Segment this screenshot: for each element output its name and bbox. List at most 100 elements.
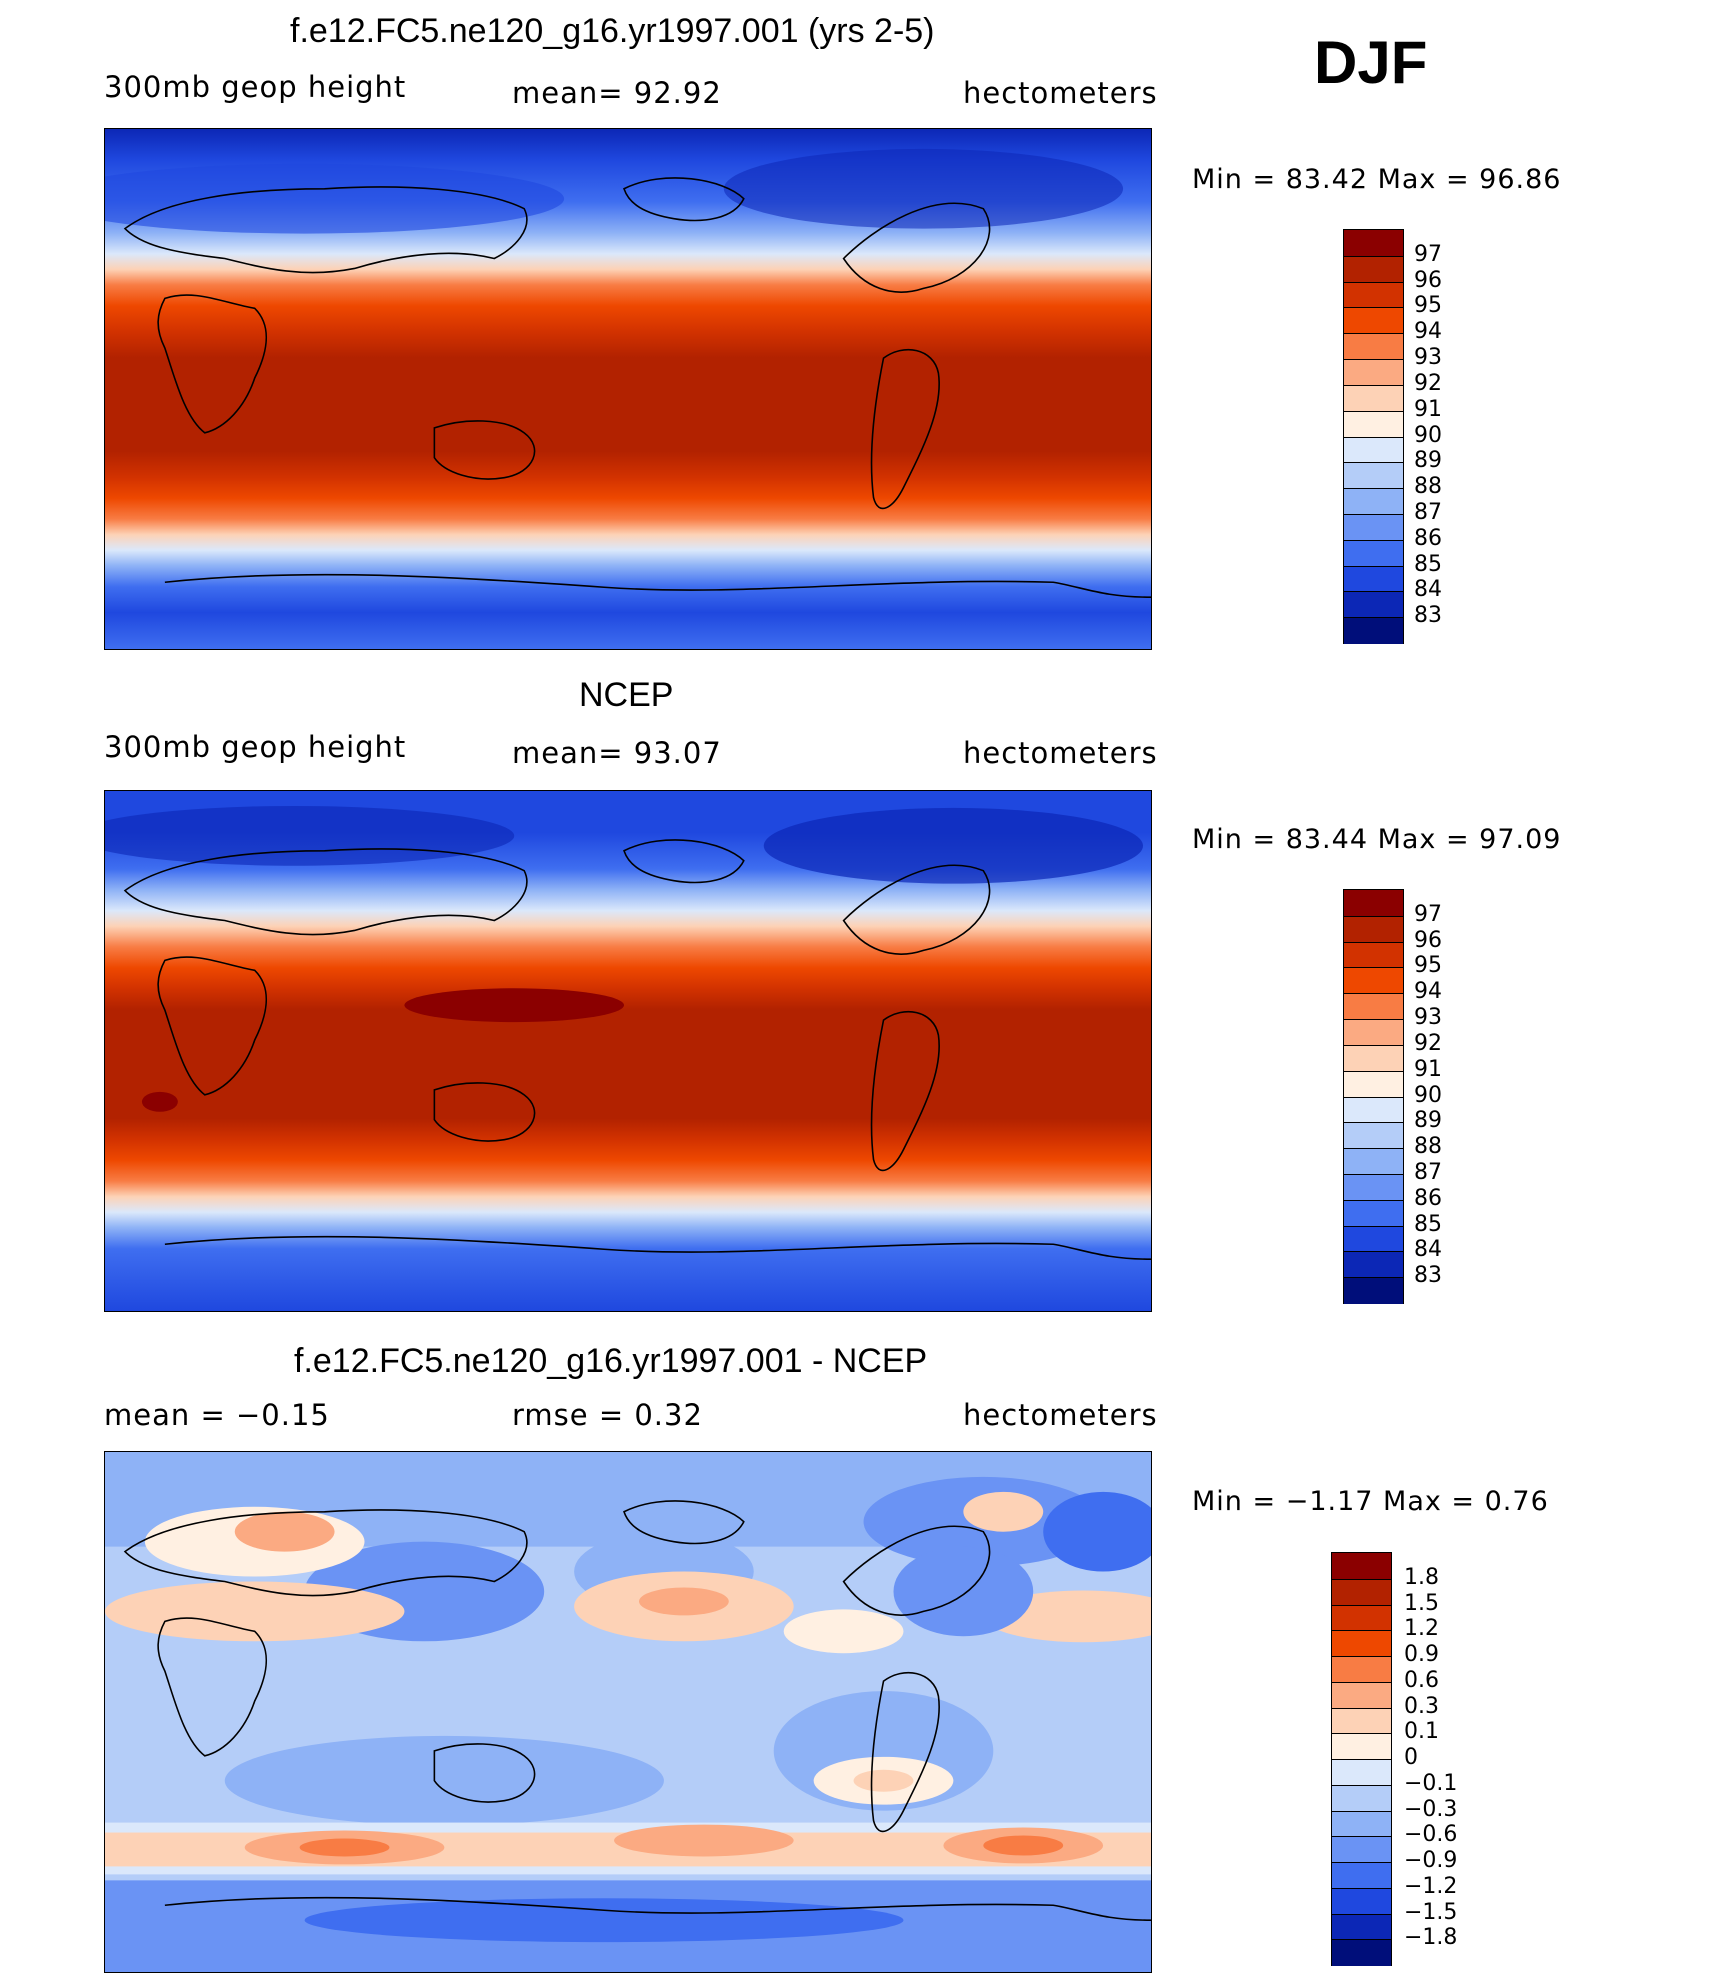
colorbar-swatch (1344, 1251, 1403, 1279)
panel-1-variable-label: 300mb geop height (104, 70, 407, 104)
colorbar-level-label: 86 (1414, 1185, 1442, 1211)
colorbar-swatch (1344, 993, 1403, 1021)
colorbar-swatch (1344, 890, 1403, 916)
coastline (123, 848, 528, 936)
panel-2-map (104, 790, 1152, 1312)
coastline (433, 1743, 536, 1803)
colorbar-level-label: −1.2 (1404, 1873, 1458, 1899)
panel-3-mean-label: mean = −0.15 (104, 1398, 330, 1432)
panel-1-map-canvas (105, 129, 1151, 649)
panel-1-mean-label: mean= 92.92 (512, 76, 722, 110)
colorbar-swatch (1332, 1939, 1391, 1966)
panel-2-min-max: Min = 83.44 Max = 97.09 (1192, 824, 1562, 855)
panel-2-variable-label: 300mb geop height (104, 730, 407, 764)
panel-3-colorbar (1331, 1552, 1392, 1966)
colorbar-level-label: 1.5 (1404, 1590, 1439, 1616)
colorbar-swatch (1344, 488, 1403, 515)
colorbar-level-label: −1.8 (1404, 1925, 1458, 1951)
colorbar-level-label: 97 (1414, 241, 1442, 267)
panel-1-units-label: hectometers (963, 76, 1158, 110)
colorbar-level-label: 93 (1414, 345, 1442, 371)
coastline (870, 1672, 940, 1833)
colorbar-swatch (1344, 967, 1403, 995)
panel-2-units-label: hectometers (963, 736, 1158, 770)
colorbar-swatch (1332, 1836, 1391, 1863)
colorbar-swatch (1344, 539, 1403, 567)
colorbar-swatch (1332, 1887, 1391, 1915)
colorbar-level-label: 91 (1414, 396, 1442, 422)
colorbar-level-label: 83 (1414, 1263, 1442, 1289)
panel-1-map (104, 128, 1152, 650)
colorbar-swatch (1344, 333, 1403, 361)
colorbar-level-label: −1.5 (1404, 1899, 1458, 1925)
colorbar-level-label: 88 (1414, 1134, 1442, 1160)
panel-2-colorbar (1343, 889, 1404, 1304)
colorbar-swatch (1332, 1553, 1391, 1579)
coastline (842, 202, 991, 293)
panel-3-title: f.e12.FC5.ne120_g16.yr1997.001 - NCEP (294, 1342, 928, 1380)
colorbar-swatch (1344, 359, 1403, 386)
panel-2-mean-label: mean= 93.07 (512, 736, 722, 770)
colorbar-swatch (1332, 1913, 1391, 1941)
colorbar-level-label: 96 (1414, 267, 1442, 293)
colorbar-swatch (1344, 384, 1403, 412)
colorbar-swatch (1332, 1707, 1391, 1735)
colorbar-level-label: 83 (1414, 603, 1442, 629)
colorbar-level-label: 95 (1414, 293, 1442, 319)
colorbar-swatch (1344, 1199, 1403, 1227)
colorbar-swatch (1344, 410, 1403, 438)
colorbar-level-label: 84 (1414, 1237, 1442, 1263)
colorbar-level-label: 97 (1414, 901, 1442, 927)
colorbar-level-label: 1.8 (1404, 1564, 1439, 1590)
coastline (433, 1082, 536, 1142)
colorbar-level-label: 94 (1414, 319, 1442, 345)
colorbar-swatch (1344, 230, 1403, 256)
colorbar-level-label: 88 (1414, 474, 1442, 500)
colorbar-swatch (1344, 915, 1403, 943)
coastline (164, 573, 1151, 598)
colorbar-swatch (1332, 1630, 1391, 1657)
panel-3-map (104, 1451, 1152, 1973)
colorbar-swatch (1344, 565, 1403, 593)
colorbar-swatch (1344, 1148, 1403, 1175)
colorbar-swatch (1344, 1122, 1403, 1150)
colorbar-level-label: 84 (1414, 577, 1442, 603)
colorbar-level-label: 1.2 (1404, 1616, 1439, 1642)
colorbar-swatch (1344, 1019, 1403, 1046)
coastline (433, 420, 536, 480)
colorbar-swatch (1344, 462, 1403, 490)
panel-2-title: NCEP (579, 676, 674, 714)
panel-1-title: f.e12.FC5.ne120_g16.yr1997.001 (yrs 2-5) (290, 12, 935, 50)
coastline (623, 177, 745, 222)
colorbar-swatch (1332, 1578, 1391, 1606)
season-label: DJF (1314, 29, 1428, 96)
colorbar-level-label: 87 (1414, 499, 1442, 525)
colorbar-level-label: 90 (1414, 422, 1442, 448)
colorbar-swatch (1344, 1070, 1403, 1098)
colorbar-level-label: 85 (1414, 551, 1442, 577)
colorbar-swatch (1344, 941, 1403, 969)
colorbar-level-label: 89 (1414, 448, 1442, 474)
colorbar-level-label: 0.3 (1404, 1693, 1439, 1719)
coastline (623, 839, 745, 884)
colorbar-swatch (1332, 1604, 1391, 1632)
colorbar-level-label: 0 (1404, 1745, 1418, 1770)
coastline (842, 864, 991, 955)
colorbar-swatch (1344, 255, 1403, 283)
colorbar-swatch (1344, 591, 1403, 619)
coastline (164, 1235, 1151, 1260)
colorbar-level-label: 95 (1414, 953, 1442, 979)
coastline (870, 1011, 940, 1172)
colorbar-swatch (1344, 436, 1403, 464)
colorbar-swatch (1344, 1277, 1403, 1304)
colorbar-swatch (1344, 281, 1403, 309)
coastline (157, 294, 268, 434)
colorbar-level-label: 92 (1414, 370, 1442, 396)
colorbar-swatch (1344, 1225, 1403, 1253)
colorbar-level-label: 0.6 (1404, 1667, 1439, 1693)
coastline (123, 1509, 528, 1597)
colorbar-swatch (1344, 1044, 1403, 1072)
coastline (870, 349, 940, 510)
panel-1-colorbar (1343, 229, 1404, 644)
colorbar-level-label: −0.1 (1404, 1770, 1458, 1796)
